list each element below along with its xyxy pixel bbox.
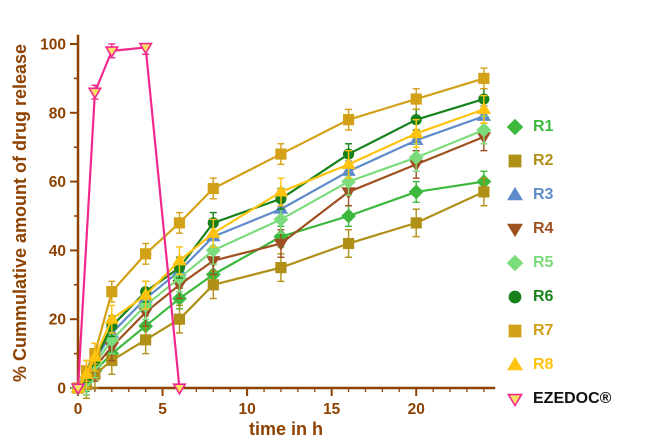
y-tick-label: 80 xyxy=(49,105,66,122)
legend-label: R8 xyxy=(533,356,554,373)
legend-label: R4 xyxy=(533,220,554,237)
series-EZEDOC xyxy=(70,42,187,396)
legend-label: R2 xyxy=(533,152,554,169)
x-axis-label: time in h xyxy=(248,419,323,439)
legend-item: EZEDOC® xyxy=(506,382,611,416)
legend-item: R5 xyxy=(506,246,611,280)
legend-label: EZEDOC® xyxy=(533,390,612,407)
x-tick-label: 5 xyxy=(158,401,167,418)
legend-marker-icon xyxy=(506,390,524,408)
legend-item: R3 xyxy=(506,178,611,212)
legend-item: R2 xyxy=(506,144,611,178)
legend-marker-icon xyxy=(506,288,524,306)
x-tick-label: 15 xyxy=(323,401,341,418)
x-tick-label: 0 xyxy=(74,401,83,418)
y-axis-label: % Cummulative amount of drug release xyxy=(10,43,30,383)
x-tick-label: 20 xyxy=(408,401,425,418)
y-tick-label: 60 xyxy=(49,174,66,191)
y-tick-label: 0 xyxy=(57,381,66,398)
y-tick-label: 20 xyxy=(49,312,66,329)
series-R8 xyxy=(70,94,492,393)
legend-marker-icon xyxy=(506,186,524,204)
y-tick-label: 100 xyxy=(40,37,66,54)
legend-marker-icon xyxy=(506,118,524,136)
legend-label: R7 xyxy=(533,322,554,339)
legend-marker-icon xyxy=(506,152,524,170)
legend-item: R4 xyxy=(506,212,611,246)
legend-marker-icon xyxy=(506,220,524,238)
legend-label: R6 xyxy=(533,288,554,305)
legend-item: R1 xyxy=(506,110,611,144)
legend-marker-icon xyxy=(506,322,524,340)
legend-label: R1 xyxy=(533,118,554,135)
y-tick-label: 40 xyxy=(49,243,66,260)
legend-marker-icon xyxy=(506,254,524,272)
legend-label: R5 xyxy=(533,254,554,271)
legend-item: R8 xyxy=(506,348,611,382)
legend-label: R3 xyxy=(533,186,554,203)
x-tick-label: 10 xyxy=(238,401,255,418)
legend-item: R7 xyxy=(506,314,611,348)
legend: R1 R2 R3 R4 R5 R6 R7 R8 EZEDOC® xyxy=(506,110,611,416)
legend-item: R6 xyxy=(506,280,611,314)
legend-marker-icon xyxy=(506,356,524,374)
